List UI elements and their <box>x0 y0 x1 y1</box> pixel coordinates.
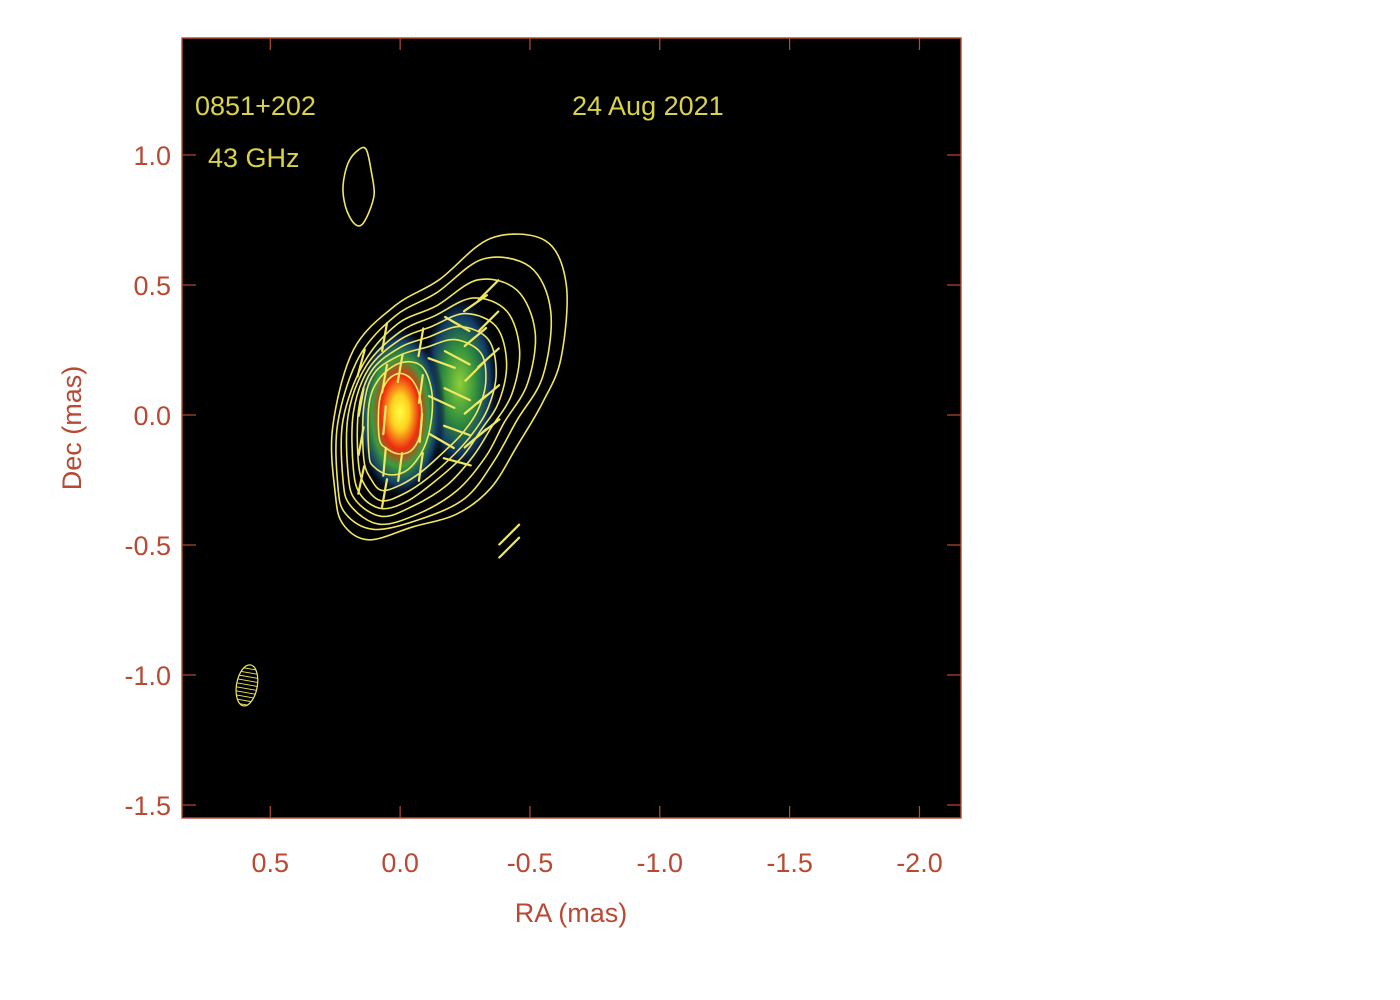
plot-background <box>182 38 961 818</box>
date-label: 24 Aug 2021 <box>572 91 724 121</box>
contour-level-3 <box>340 278 537 526</box>
contour-level-7 <box>361 338 487 492</box>
evpa-vector <box>417 374 424 404</box>
evpa-vector <box>462 294 488 313</box>
contour-level-10 <box>342 146 376 227</box>
y-tick-label: 0.5 <box>133 271 171 301</box>
evpa-vector <box>477 279 500 302</box>
evpa-vector <box>381 363 389 394</box>
beam-layer <box>235 664 259 707</box>
evpa-vector <box>476 347 500 369</box>
x-tick-label: 0.0 <box>381 848 419 878</box>
evpa-vector <box>476 418 501 438</box>
evpa-vector <box>443 424 472 437</box>
evpa-vector <box>477 310 500 333</box>
y-tick-label: -1.0 <box>124 661 171 691</box>
x-tick-label: -2.0 <box>896 848 943 878</box>
evpa-vector <box>418 413 424 443</box>
evpa-vector <box>357 387 365 417</box>
evpa-vector-layer <box>356 279 521 559</box>
evpa-vector <box>443 350 471 366</box>
evpa-vector <box>381 322 389 352</box>
beam-hatch <box>236 682 258 687</box>
y-tick-label: 1.0 <box>133 141 171 171</box>
evpa-vector <box>427 395 456 409</box>
evpa-vector <box>442 457 472 467</box>
evpa-vector <box>476 384 501 405</box>
evpa-vector <box>443 387 471 402</box>
beam-outline <box>235 664 259 707</box>
y-tick-label: -0.5 <box>124 531 171 561</box>
x-tick-label: -1.5 <box>766 848 813 878</box>
evpa-vector <box>382 446 387 477</box>
evpa-vector <box>417 327 425 358</box>
contour-level-1 <box>330 233 568 541</box>
evpa-vector <box>463 326 488 348</box>
evpa-vector <box>417 452 424 482</box>
evpa-vector <box>397 452 404 482</box>
contour-layer <box>330 146 568 541</box>
evpa-vector <box>381 478 389 508</box>
evpa-vector <box>396 353 404 384</box>
beam-hatch <box>236 694 254 699</box>
beam-hatch <box>236 686 257 691</box>
evpa-vector <box>428 432 455 450</box>
beam-hatch <box>237 678 258 683</box>
evpa-vector <box>382 405 387 436</box>
beam-hatch <box>239 674 258 679</box>
plot-frame <box>181 37 962 819</box>
x-tick-label: 0.5 <box>252 848 290 878</box>
evpa-vector <box>498 536 521 559</box>
y-axis-label: Dec (mas) <box>57 366 87 491</box>
beam-hatch <box>240 670 258 675</box>
evpa-vector <box>357 465 366 495</box>
x-axis-label: RA (mas) <box>515 898 628 928</box>
y-tick-label: 0.0 <box>133 401 171 431</box>
evpa-vector <box>357 426 365 456</box>
x-tick-label: -1.0 <box>637 848 684 878</box>
beam-hatch <box>239 703 248 706</box>
evpa-vector <box>356 348 366 378</box>
tick-layer: 0.5 0.0 -0.5 -1.0 -1.5 -2.0 1.0 0.5 0.0 -0.5 -1.0 -… <box>124 38 961 878</box>
beam-hatch <box>235 690 256 695</box>
beam-hatch <box>237 698 252 703</box>
y-tick-label: -1.5 <box>124 791 171 821</box>
contour-level-8 <box>367 360 434 476</box>
contour-level-5 <box>351 312 508 510</box>
beam-hatch <box>243 667 256 671</box>
contour-level-2 <box>335 256 553 531</box>
beam-ellipse <box>235 664 259 707</box>
evpa-vector <box>427 357 456 369</box>
frequency-label: 43 GHz <box>208 143 300 173</box>
x-tick-label: -0.5 <box>507 848 554 878</box>
source-label: 0851+202 <box>195 91 316 121</box>
evpa-vector <box>444 315 471 333</box>
evpa-vector <box>498 523 521 546</box>
